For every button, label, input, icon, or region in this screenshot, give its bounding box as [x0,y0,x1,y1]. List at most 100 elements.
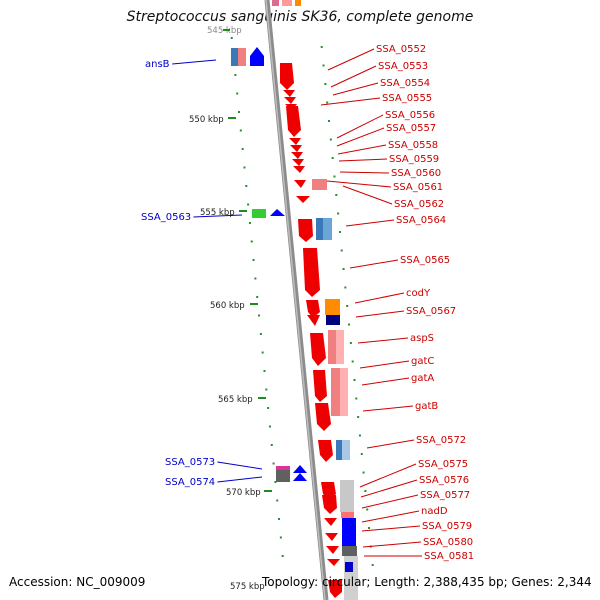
gene-label-gata[interactable]: gatA [411,373,434,384]
gene-label-ssa_0552[interactable]: SSA_0552 [376,44,426,55]
gene-feature [316,218,323,240]
gene-arrow [284,97,296,104]
gene-label-ssa_0567[interactable]: SSA_0567 [406,306,456,317]
leader-line [339,171,390,174]
gene-arrow [289,138,301,145]
gene-feature [336,440,342,460]
leader-line [330,65,377,88]
gene-feature [295,0,301,6]
gene-arrow [270,209,285,216]
gene-label-ssa_0553[interactable]: SSA_0553 [378,61,428,72]
gene-feature [341,512,354,518]
gene-label-ssa_0554[interactable]: SSA_0554 [380,78,430,89]
leader-line [320,97,381,106]
gene-arrow [318,440,333,462]
leader-line [361,510,420,523]
gene-feature [342,518,356,546]
gene-arrow [296,196,310,203]
leader-line [172,59,217,65]
gene-arrow [313,370,327,402]
gene-label-ssa_0557[interactable]: SSA_0557 [386,123,436,134]
gene-feature [340,480,354,512]
genome-backbone-highlight [265,0,326,600]
scale-label-570: 570 kbp [226,488,261,498]
leader-line [327,48,375,71]
leader-line [342,185,393,205]
gene-feature [326,315,340,325]
leader-line [362,405,414,412]
gene-arrow [326,546,339,554]
gene-arrow [294,180,306,188]
scale-ticks [230,37,374,566]
gene-arrow [291,152,303,159]
gene-feature [345,562,353,572]
gene-feature [231,48,238,66]
gene-label-ssa_0573[interactable]: SSA_0573 [165,457,215,468]
gene-label-ssa_0575[interactable]: SSA_0575 [418,459,468,470]
map-title: Streptococcus sanguinis SK36, complete g… [126,9,474,25]
leader-line [354,292,405,304]
gene-label-ssa_0556[interactable]: SSA_0556 [385,110,435,121]
gene-label-gatc[interactable]: gatC [411,356,434,367]
gene-label-ssa_0561[interactable]: SSA_0561 [393,182,443,193]
gene-label-ssa_0574[interactable]: SSA_0574 [165,477,215,488]
gene-feature [325,299,340,315]
gene-arrow [250,47,264,66]
gene-arrow [290,145,302,152]
gene-label-ssa_0560[interactable]: SSA_0560 [391,168,441,179]
gene-label-ssa_0576[interactable]: SSA_0576 [419,475,469,486]
gene-label-ssa_0581[interactable]: SSA_0581 [424,551,474,562]
gene-arrow [306,300,320,318]
gene-arrow [328,580,342,598]
scale-label-560: 560 kbp [210,301,245,311]
leader-line [359,360,410,369]
leader-line [361,494,419,509]
leader-line [337,144,387,155]
gene-arrow [327,559,340,566]
genome-backbone [264,0,329,600]
gene-label-ssa_0559[interactable]: SSA_0559 [389,154,439,165]
gene-label-ssa_0572[interactable]: SSA_0572 [416,435,466,446]
scale-label-555: 555 kbp [200,208,235,218]
scale-label-575: 575 kbp [230,582,265,592]
gene-feature [282,0,292,6]
gene-feature [328,330,336,364]
gene-feature [323,218,332,240]
gene-label-cody[interactable]: codY [406,288,431,299]
gene-label-gatb[interactable]: gatB [415,401,438,412]
gene-label-ssa_0565[interactable]: SSA_0565 [400,255,450,266]
gene-label-ssa_0564[interactable]: SSA_0564 [396,215,446,226]
gene-feature [276,470,290,482]
gene-arrow [293,473,307,481]
gene-feature [238,48,246,66]
gene-arrow [298,219,313,242]
leader-line [361,377,410,386]
leader-line [332,82,379,96]
leader-line [217,476,263,483]
leader-line [349,259,399,269]
gene-label-ansb[interactable]: ansB [145,59,170,70]
gene-arrow [292,159,304,166]
gene-label-asps[interactable]: aspS [410,333,434,344]
gene-label-ssa_0555[interactable]: SSA_0555 [382,93,432,104]
gene-arrow [324,518,337,526]
topology-text: Topology: circular; Length: 2,388,435 bp… [262,575,592,589]
scale-label-565: 565 kbp [218,395,253,405]
leader-line [361,525,421,532]
gene-label-ssa_0577[interactable]: SSA_0577 [420,490,470,501]
gene-label-ssa_0558[interactable]: SSA_0558 [388,140,438,151]
gene-feature [342,440,350,460]
gene-label-ssa_0563[interactable]: SSA_0563 [141,212,191,223]
gene-label-ssa_0562[interactable]: SSA_0562 [394,199,444,210]
gene-arrow [325,533,338,541]
gene-label-nadd[interactable]: nadD [421,506,448,517]
gene-label-ssa_0580[interactable]: SSA_0580 [423,537,473,548]
gene-label-ssa_0579[interactable]: SSA_0579 [422,521,472,532]
leader-line [193,214,243,218]
gene-arrow [293,465,307,473]
gene-arrow [310,333,326,366]
gene-feature [272,0,279,6]
leader-line [355,310,405,318]
leader-line [217,461,263,470]
